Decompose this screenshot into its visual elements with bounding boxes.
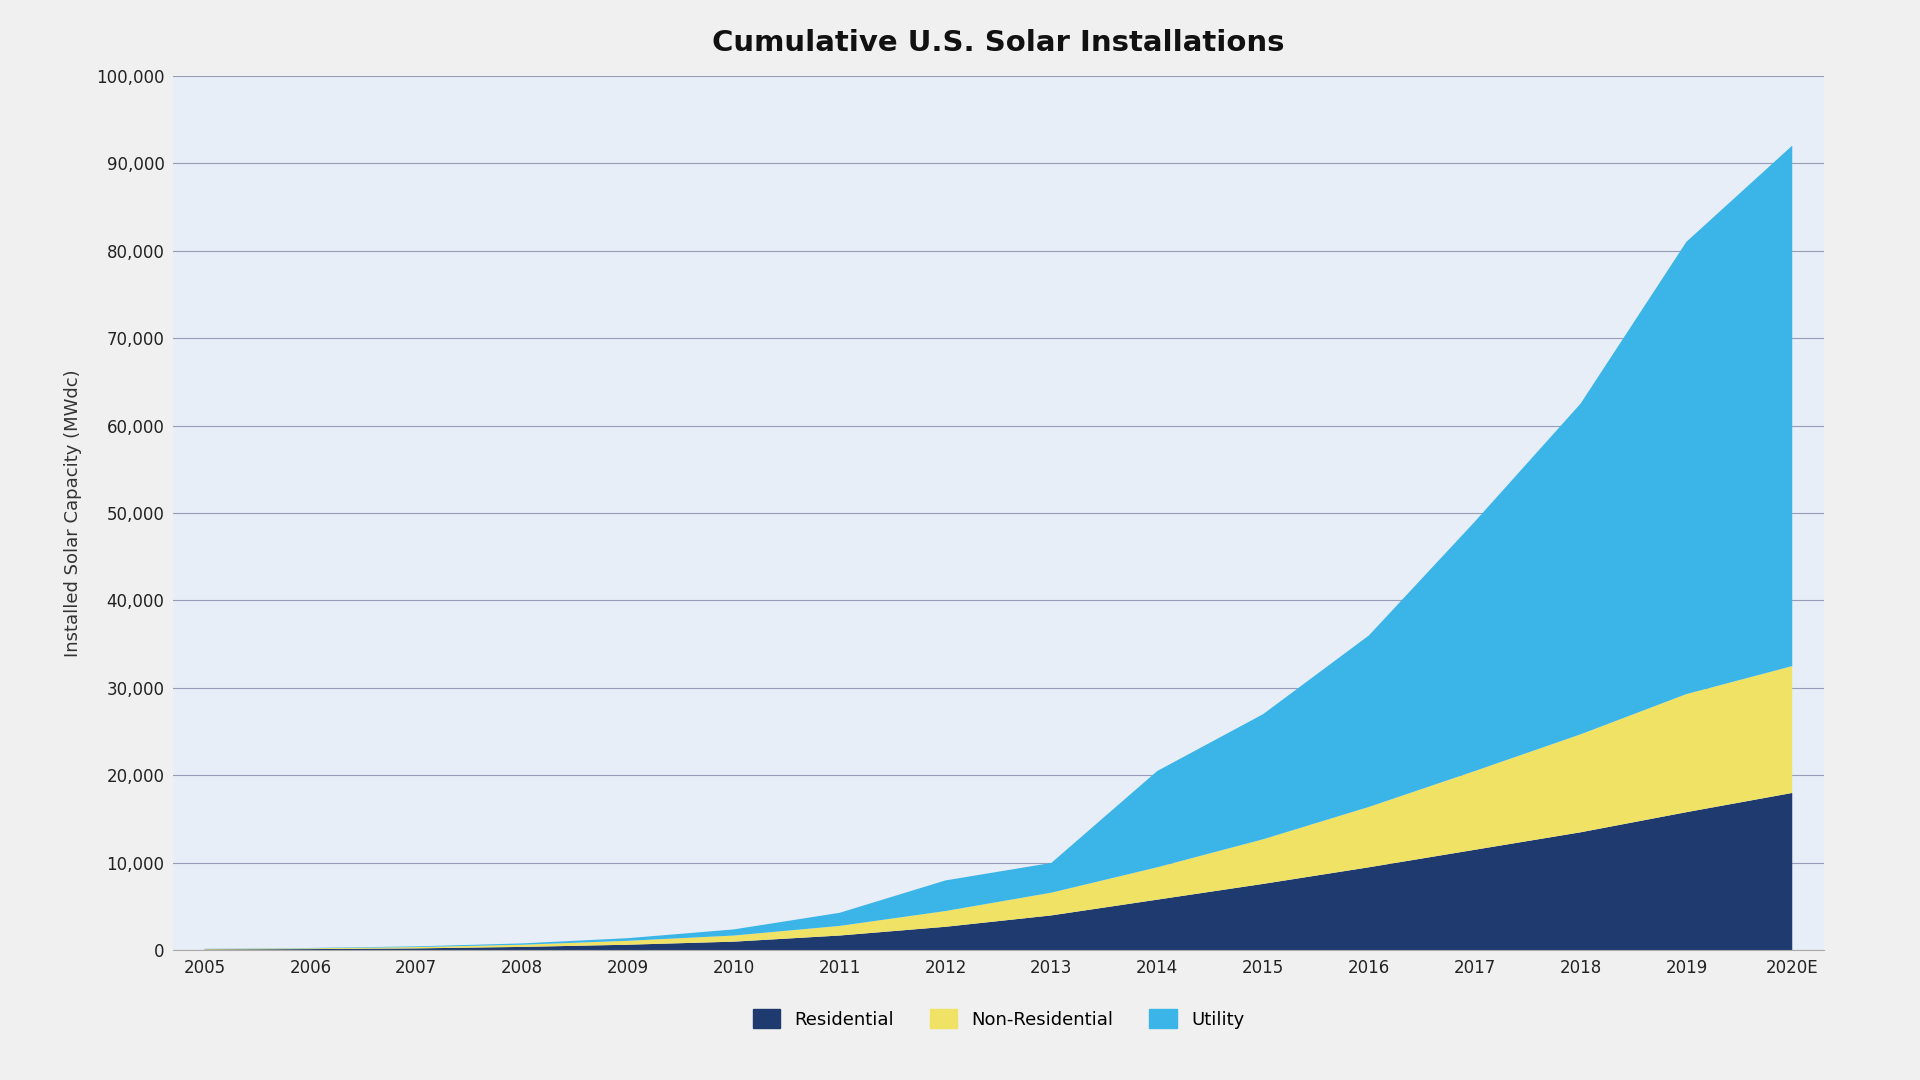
Legend: Residential, Non-Residential, Utility: Residential, Non-Residential, Utility bbox=[743, 1000, 1254, 1038]
Title: Cumulative U.S. Solar Installations: Cumulative U.S. Solar Installations bbox=[712, 28, 1284, 56]
Y-axis label: Installed Solar Capacity (MWdc): Installed Solar Capacity (MWdc) bbox=[63, 369, 83, 657]
